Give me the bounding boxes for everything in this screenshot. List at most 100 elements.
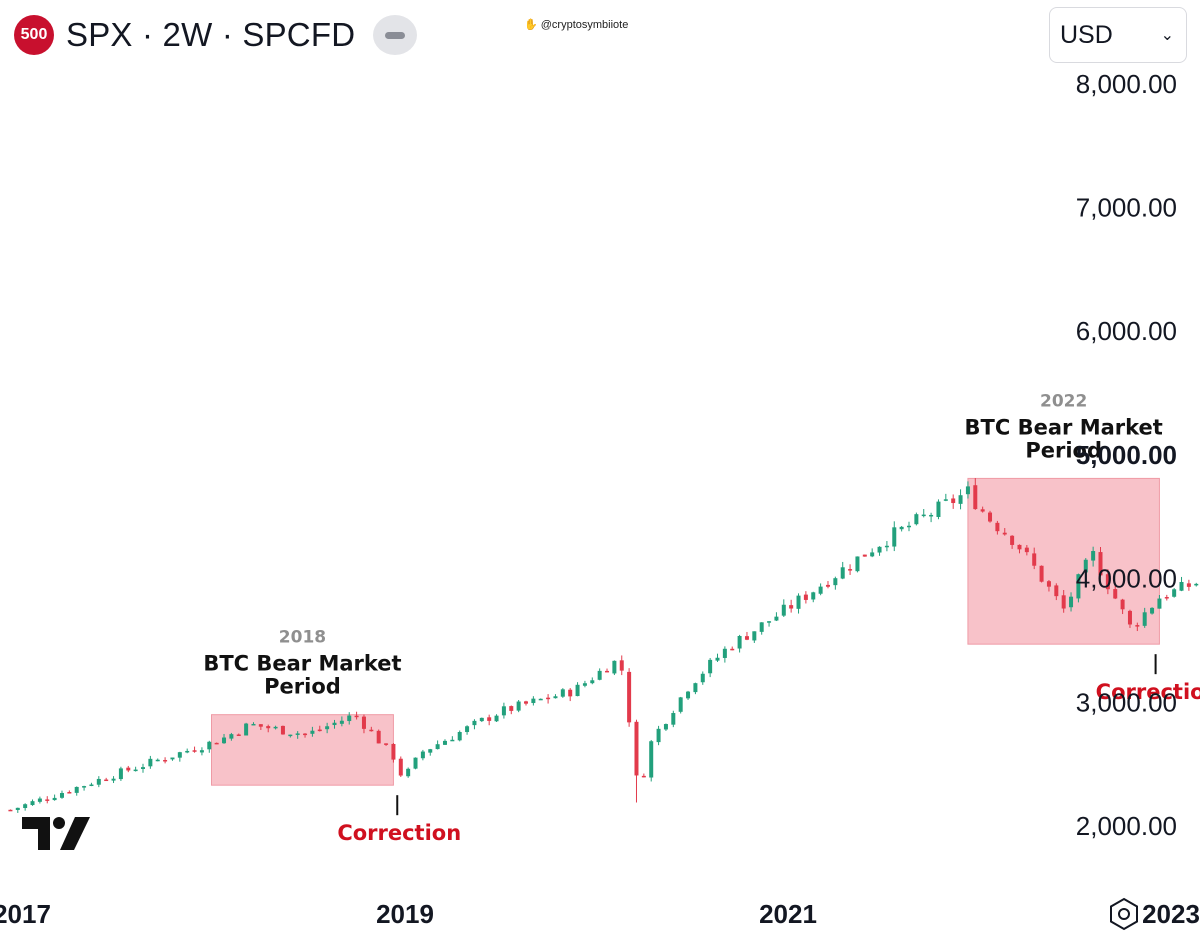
candle-body (980, 509, 985, 512)
candle-body (803, 594, 808, 600)
symbol-title[interactable]: SPX · 2W · SPCFD (66, 16, 356, 53)
candle-body (759, 622, 764, 632)
candle-body (222, 737, 227, 744)
candle-body (118, 768, 123, 780)
candle-body (958, 495, 963, 504)
x-tick-label: 2021 (759, 899, 817, 929)
candle-body (1076, 574, 1081, 599)
candle-body (376, 730, 381, 744)
candle-body (811, 592, 816, 600)
y-tick-label: 5,000.00 (1076, 440, 1177, 470)
candle-body (929, 514, 934, 517)
candle-body (67, 792, 72, 794)
candle-body (715, 657, 720, 661)
candle-body (1120, 599, 1125, 610)
y-axis[interactable]: 2,000.00 3,000.00 4,000.00 5,000.00 6,000.00… (1076, 69, 1177, 841)
chart-header: 500 SPX · 2W · SPCFD (14, 14, 418, 56)
settings-hexagon-icon[interactable] (1107, 897, 1141, 931)
candle-body (30, 801, 35, 806)
candle-body (148, 758, 153, 767)
candle-body (524, 701, 529, 704)
candle-body (251, 723, 256, 726)
candle-body (509, 706, 514, 711)
correction-label: Correction (1096, 680, 1200, 704)
candle-body (634, 721, 639, 776)
candle-body (1186, 583, 1191, 587)
candle-body (288, 734, 293, 737)
candle-body (74, 786, 79, 793)
market-status-button[interactable] (373, 15, 418, 55)
candle-body (369, 729, 374, 732)
candle-body (354, 715, 359, 718)
candle-body (133, 769, 138, 772)
annotation-title: BTC Bear Market (203, 652, 401, 676)
candle-body (155, 759, 160, 762)
candle-body (258, 724, 263, 727)
candle-body (619, 660, 624, 671)
candle-body (752, 631, 757, 641)
candle-body (1105, 574, 1110, 590)
candle-body (722, 648, 727, 658)
candle-body (244, 723, 249, 736)
candle-body (347, 715, 352, 722)
candle-body (310, 730, 315, 734)
candle-body (428, 749, 433, 753)
candle-body (406, 768, 411, 777)
candle-body (1179, 581, 1184, 591)
candle-body (295, 733, 300, 735)
annotation-title-line2: Period (1025, 438, 1102, 462)
candle-body (442, 740, 447, 745)
candle-body (1091, 551, 1096, 561)
bear-market-box (967, 477, 1160, 645)
candle-body (96, 778, 101, 785)
candle-body (1135, 625, 1140, 627)
candle-body (1157, 598, 1162, 609)
tradingview-logo-icon (22, 817, 90, 850)
candle-body (641, 775, 646, 778)
author-icon: ✋ (524, 19, 538, 31)
candle-body (700, 673, 705, 683)
candle-body (1098, 552, 1103, 576)
bear-market-box (211, 714, 394, 786)
candle-body (1046, 581, 1051, 587)
candle-body (973, 485, 978, 510)
candle-body (663, 724, 668, 730)
candle-body (612, 660, 617, 674)
candle-body (59, 793, 64, 798)
candle-body (862, 554, 867, 557)
candle-series (8, 478, 1199, 813)
candle-body (907, 525, 912, 528)
candle-body (1069, 596, 1074, 608)
candle-body (1083, 559, 1088, 573)
candle-body (207, 741, 212, 750)
candle-body (163, 759, 168, 762)
correction-label: Correction (337, 821, 461, 845)
candle-body (708, 659, 713, 674)
candle-body (553, 696, 558, 699)
candle-body (914, 514, 919, 525)
annotation-boxes (211, 477, 1160, 786)
candle-body (23, 804, 28, 809)
candle-body (825, 584, 830, 587)
candle-body (965, 486, 970, 495)
candle-body (273, 726, 278, 729)
currency-select[interactable]: USD ⌄ (1049, 7, 1187, 63)
candle-body (671, 713, 676, 725)
candle-body (82, 786, 87, 788)
candle-body (855, 556, 860, 572)
candle-body (317, 729, 322, 732)
candle-body (546, 697, 551, 700)
candle-body (818, 586, 823, 594)
y-tick-label: 2,000.00 (1076, 811, 1177, 841)
candle-body (686, 691, 691, 699)
author-handle: @cryptosymbiiote (540, 19, 629, 31)
candle-body (361, 716, 366, 729)
candle-body (1113, 589, 1118, 599)
candle-body (649, 741, 654, 778)
candle-body (8, 809, 13, 812)
x-axis[interactable]: 201720192021202320252027 (0, 899, 1200, 929)
annotation-year: 2022 (1040, 391, 1087, 411)
x-tick-label: 2019 (376, 899, 434, 929)
